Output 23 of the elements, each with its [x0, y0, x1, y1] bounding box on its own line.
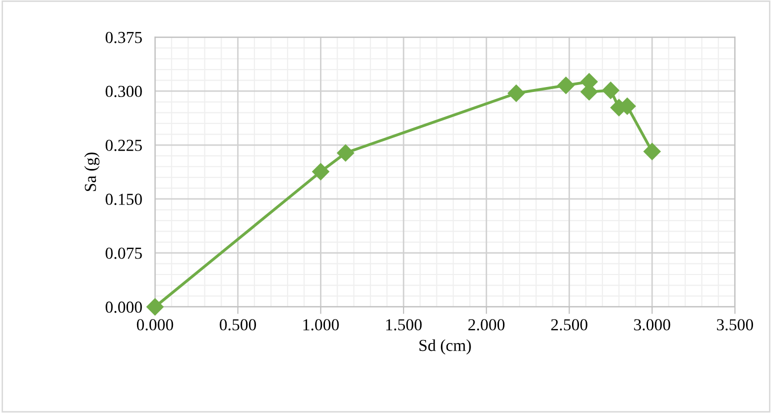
x-axis-title: Sd (cm): [419, 339, 471, 354]
y-tick-label: 0.225: [106, 140, 142, 152]
x-tick-label: 0.000: [136, 319, 174, 330]
point: [508, 84, 525, 102]
point: [337, 144, 354, 162]
x-tick-label: 2.500: [551, 319, 588, 330]
x-tick-label: 1.500: [386, 319, 422, 330]
x-tick-label: 3.000: [634, 319, 670, 330]
y-tick-label: 0.375: [106, 32, 142, 44]
point: [146, 298, 164, 316]
y-tick-label: 0.150: [106, 194, 142, 206]
y-tick-label: 0.300: [106, 86, 142, 98]
x-tick-label: 1.000: [303, 319, 339, 330]
point: [557, 76, 574, 94]
y-tick-label: 0.000: [106, 302, 142, 313]
point: [644, 142, 661, 160]
x-tick-label: 0.500: [220, 319, 256, 330]
point: [312, 163, 330, 180]
y-tick-label: 0.075: [106, 248, 142, 259]
x-tick-label: 3.500: [716, 319, 754, 330]
point: [602, 82, 620, 99]
x-tick-label: 2.000: [468, 319, 505, 330]
y-axis-title: Sa (g): [84, 152, 100, 192]
